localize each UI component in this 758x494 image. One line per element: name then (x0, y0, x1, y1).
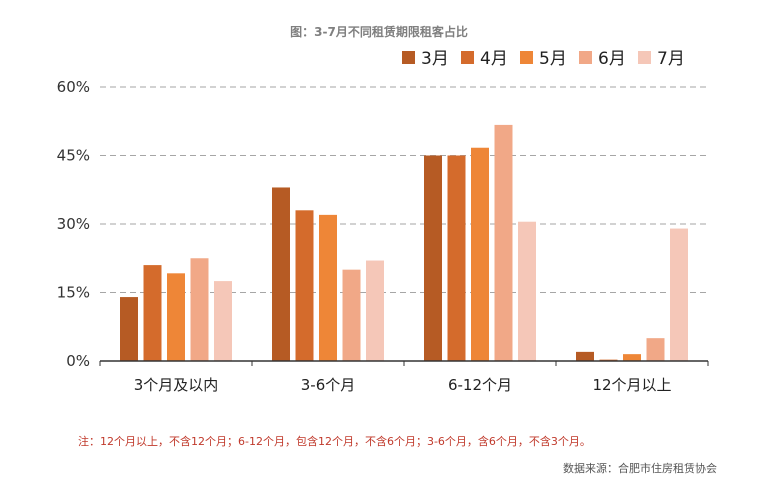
y-tick-label: 60% (57, 78, 90, 96)
legend-label: 4月 (480, 49, 508, 69)
bar (424, 155, 442, 361)
legend-label: 5月 (539, 49, 567, 69)
bar (646, 338, 665, 361)
legend-swatch (461, 51, 474, 64)
category-labels: 3个月及以内 3-6个月 6-12个月 12个月以上 (134, 376, 672, 394)
bar (190, 258, 209, 361)
bar (471, 147, 489, 361)
bar (167, 273, 185, 361)
bar (214, 281, 232, 361)
chart-title: 图：3-7月不同租赁期限租客占比 (290, 24, 468, 39)
bar (518, 221, 536, 361)
bar (295, 210, 314, 361)
data-source: 数据来源：合肥市住房租赁协会 (563, 462, 717, 475)
legend-swatch (579, 51, 592, 64)
bar (623, 354, 641, 361)
legend-swatch (638, 51, 651, 64)
legend-label: 3月 (421, 49, 449, 69)
y-tick-label: 45% (57, 147, 90, 165)
legend: 3月 4月 5月 6月 7月 (402, 49, 685, 69)
y-tick-label: 30% (57, 215, 90, 233)
bar (494, 124, 513, 361)
bar (143, 265, 162, 361)
bar (272, 187, 290, 361)
legend-label: 6月 (598, 49, 626, 69)
legend-label: 7月 (657, 49, 685, 69)
bar (342, 269, 361, 361)
category-label: 12个月以上 (592, 376, 671, 394)
bar (319, 214, 337, 361)
legend-swatch (402, 51, 415, 64)
footnote: 注：12个月以上，不含12个月；6-12个月，包含12个月，不含6个月；3-6个… (78, 435, 591, 448)
category-label: 3-6个月 (301, 376, 356, 394)
y-tick-label: 15% (57, 284, 90, 302)
category-label: 3个月及以内 (134, 376, 219, 394)
bars (120, 124, 688, 361)
x-axis-ticks (99, 361, 709, 366)
y-tick-label: 0% (66, 352, 90, 370)
bar (670, 228, 688, 361)
bar (447, 155, 466, 361)
legend-swatch (520, 51, 533, 64)
y-axis-ticks: 0% 15% 30% 45% 60% (57, 78, 90, 370)
category-label: 6-12个月 (448, 376, 512, 394)
bar (366, 260, 384, 361)
bar (120, 297, 138, 361)
bar (576, 351, 594, 361)
